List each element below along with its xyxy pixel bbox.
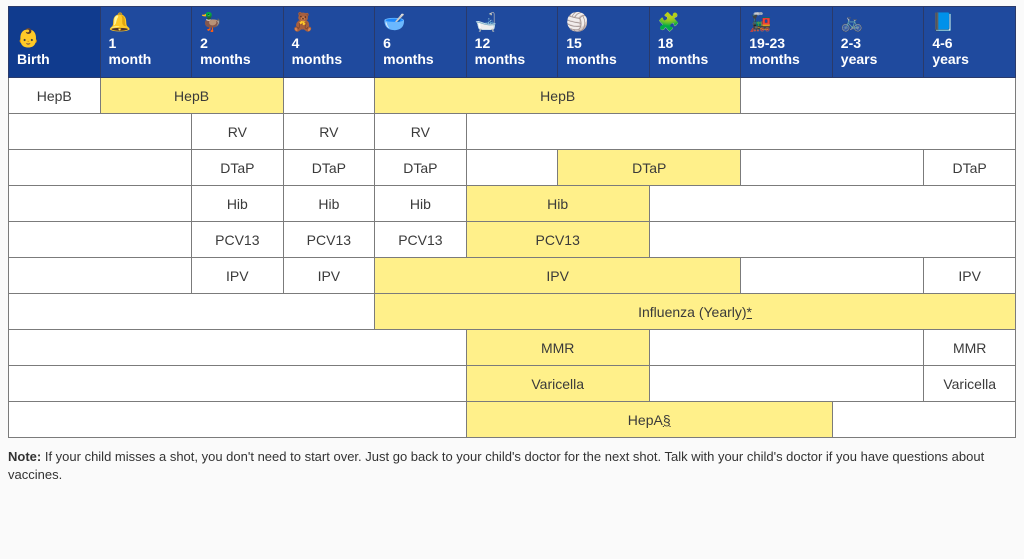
age-icon: 🚲 — [841, 13, 916, 31]
empty-cell — [9, 150, 192, 186]
empty-cell — [741, 78, 1016, 114]
vaccine-cell: MMR — [466, 330, 649, 366]
age-column-header[interactable]: 🚂 19-23months — [741, 7, 833, 78]
age-label: 4months — [292, 35, 343, 67]
vaccine-cell: PCV13 — [283, 222, 375, 258]
vaccine-row: RVRVRV — [9, 114, 1016, 150]
immunization-schedule-table: 👶 Birth 🔔 1month 🦆 2months 🧸 4months 🥣 6months 🛁 12… — [8, 6, 1016, 438]
empty-cell — [741, 258, 924, 294]
vaccine-cell: IPV — [192, 258, 284, 294]
age-label: 4-6years — [932, 35, 969, 67]
age-column-header[interactable]: 🔔 1month — [100, 7, 192, 78]
age-label: 1month — [109, 35, 152, 67]
empty-cell — [649, 366, 924, 402]
vaccine-cell: DTaP — [283, 150, 375, 186]
vaccine-row: IPVIPVIPVIPV — [9, 258, 1016, 294]
vaccine-row: Influenza (Yearly)* — [9, 294, 1016, 330]
age-icon: 🔔 — [109, 13, 184, 31]
footnote-text: If your child misses a shot, you don't n… — [8, 449, 984, 482]
empty-cell — [741, 150, 924, 186]
vaccine-cell: IPV — [283, 258, 375, 294]
footnote: Note: If your child misses a shot, you d… — [8, 448, 1016, 483]
age-column-header[interactable]: 🏐 15months — [558, 7, 650, 78]
vaccine-row: DTaPDTaPDTaPDTaPDTaP — [9, 150, 1016, 186]
vaccine-cell: DTaP — [375, 150, 467, 186]
empty-cell — [649, 186, 1015, 222]
vaccine-cell: RV — [283, 114, 375, 150]
vaccine-cell: Hib — [283, 186, 375, 222]
empty-cell — [466, 150, 558, 186]
age-label: 15months — [566, 35, 617, 67]
vaccine-cell: DTaP — [558, 150, 741, 186]
vaccine-cell: HepA§ — [466, 402, 832, 438]
age-column-header[interactable]: 🥣 6months — [375, 7, 467, 78]
age-icon: 🥣 — [383, 13, 458, 31]
age-label: Birth — [17, 51, 50, 67]
vaccine-row: PCV13PCV13PCV13PCV13 — [9, 222, 1016, 258]
vaccine-row: HibHibHibHib — [9, 186, 1016, 222]
empty-cell — [283, 78, 375, 114]
age-column-header[interactable]: 📘 4-6years — [924, 7, 1016, 78]
table-body: HepBHepBHepBRVRVRVDTaPDTaPDTaPDTaPDTaPHi… — [9, 78, 1016, 438]
age-column-header[interactable]: 🚲 2-3years — [832, 7, 924, 78]
vaccine-cell: HepB — [100, 78, 283, 114]
age-icon: 🧸 — [292, 13, 367, 31]
empty-cell — [9, 186, 192, 222]
age-icon: 🏐 — [566, 13, 641, 31]
vaccine-cell: IPV — [375, 258, 741, 294]
vaccine-cell: DTaP — [924, 150, 1016, 186]
age-column-header[interactable]: 👶 Birth — [9, 7, 101, 78]
vaccine-cell: PCV13 — [466, 222, 649, 258]
empty-cell — [9, 258, 192, 294]
vaccine-row: HepBHepBHepB — [9, 78, 1016, 114]
age-icon: 👶 — [17, 29, 92, 47]
vaccine-cell: Hib — [192, 186, 284, 222]
age-column-header[interactable]: 🛁 12months — [466, 7, 558, 78]
vaccine-cell: RV — [192, 114, 284, 150]
empty-cell — [9, 330, 467, 366]
empty-cell — [832, 402, 1015, 438]
vaccine-cell: Influenza (Yearly)* — [375, 294, 1016, 330]
vaccine-cell: HepB — [375, 78, 741, 114]
vaccine-cell: PCV13 — [375, 222, 467, 258]
age-icon: 🦆 — [200, 13, 275, 31]
empty-cell — [9, 222, 192, 258]
empty-cell — [9, 366, 467, 402]
age-label: 2months — [200, 35, 251, 67]
empty-cell — [649, 330, 924, 366]
table-header: 👶 Birth 🔔 1month 🦆 2months 🧸 4months 🥣 6months 🛁 12… — [9, 7, 1016, 78]
age-icon: 🧩 — [658, 13, 733, 31]
age-label: 19-23months — [749, 35, 800, 67]
vaccine-cell: RV — [375, 114, 467, 150]
vaccine-cell: MMR — [924, 330, 1016, 366]
age-icon: 📘 — [932, 13, 1007, 31]
empty-cell — [9, 114, 192, 150]
age-icon: 🚂 — [749, 13, 824, 31]
age-column-header[interactable]: 🦆 2months — [192, 7, 284, 78]
age-label: 12months — [475, 35, 526, 67]
vaccine-cell: Varicella — [924, 366, 1016, 402]
vaccine-cell: PCV13 — [192, 222, 284, 258]
empty-cell — [649, 222, 1015, 258]
vaccine-cell: Hib — [375, 186, 467, 222]
vaccine-row: HepA§ — [9, 402, 1016, 438]
vaccine-cell: DTaP — [192, 150, 284, 186]
vaccine-cell: Hib — [466, 186, 649, 222]
empty-cell — [466, 114, 1015, 150]
age-icon: 🛁 — [475, 13, 550, 31]
age-column-header[interactable]: 🧸 4months — [283, 7, 375, 78]
vaccine-cell: IPV — [924, 258, 1016, 294]
age-label: 2-3years — [841, 35, 878, 67]
age-column-header[interactable]: 🧩 18months — [649, 7, 741, 78]
empty-cell — [9, 402, 467, 438]
age-label: 18months — [658, 35, 709, 67]
vaccine-row: Varicella Varicella — [9, 366, 1016, 402]
footnote-prefix: Note: — [8, 449, 41, 464]
empty-cell — [9, 294, 375, 330]
vaccine-cell: Varicella — [466, 366, 649, 402]
age-label: 6months — [383, 35, 434, 67]
vaccine-row: MMR MMR — [9, 330, 1016, 366]
vaccine-cell: HepB — [9, 78, 101, 114]
